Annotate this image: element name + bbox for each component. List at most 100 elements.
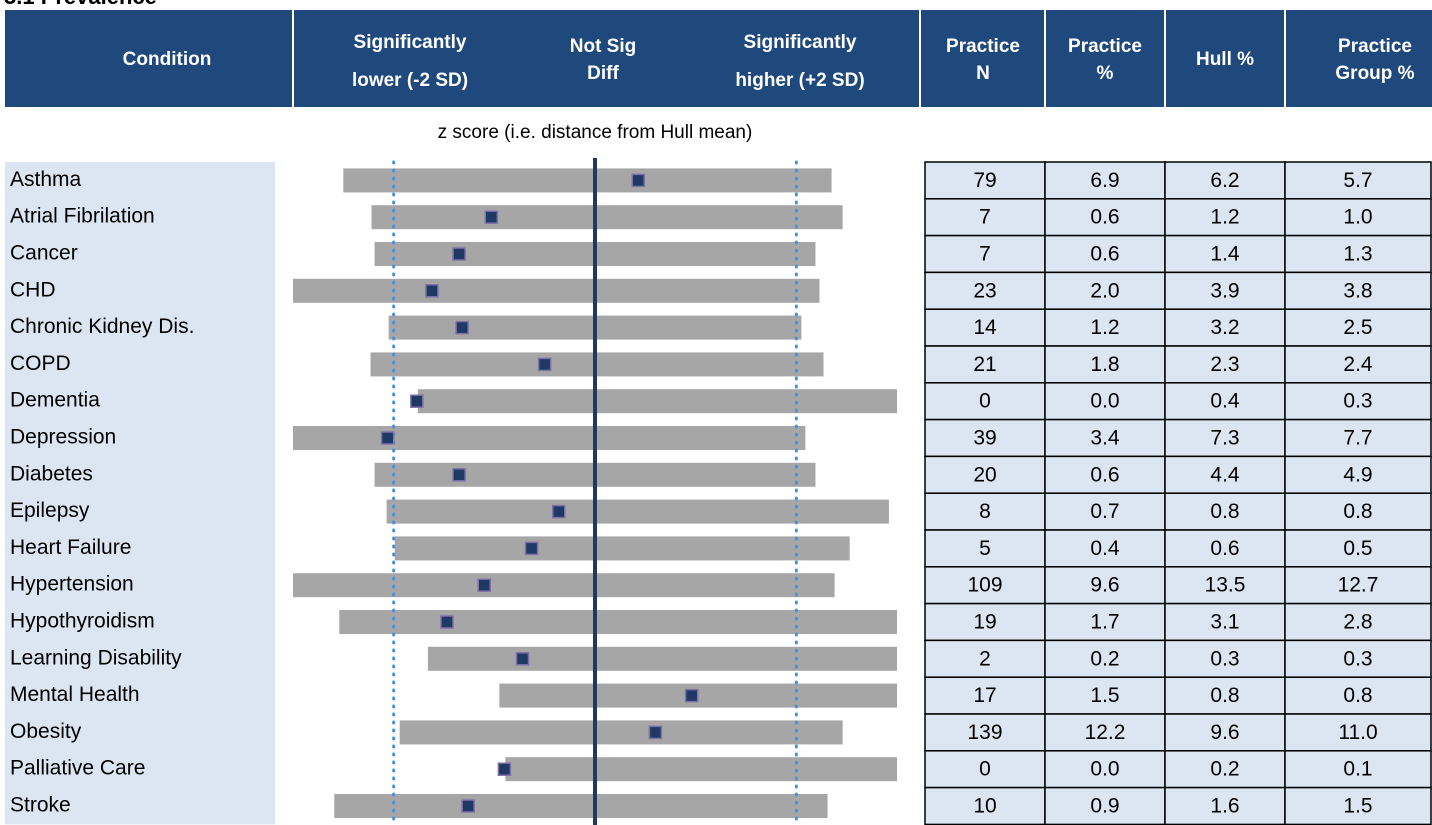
table-value: 2.5 bbox=[1343, 316, 1372, 339]
table-value: 0.6 bbox=[1090, 463, 1119, 486]
table-value: 0.8 bbox=[1343, 684, 1372, 707]
table-value: 0.8 bbox=[1343, 500, 1372, 523]
table-cell bbox=[1164, 529, 1286, 568]
range-bar bbox=[334, 794, 828, 818]
z-marker bbox=[380, 431, 395, 445]
table-cell bbox=[1284, 750, 1432, 789]
header-label: Hull % bbox=[1196, 49, 1254, 70]
range-bar bbox=[339, 610, 898, 634]
header-band bbox=[5, 10, 1432, 107]
table-cell bbox=[1044, 271, 1166, 310]
range-bar bbox=[293, 278, 820, 303]
header-label: Group % bbox=[1335, 63, 1414, 84]
table-value: 5.7 bbox=[1343, 169, 1372, 192]
table-value: 1.6 bbox=[1210, 795, 1239, 818]
condition-label: Chronic Kidney Dis. bbox=[10, 315, 194, 338]
condition-label: Learning Disability bbox=[10, 646, 182, 669]
table-value: 0.3 bbox=[1343, 647, 1372, 670]
table-cell bbox=[1044, 161, 1166, 200]
section-heading: 3.1 Prevalence bbox=[4, 0, 157, 9]
table-value: 7.7 bbox=[1343, 427, 1372, 450]
range-bar bbox=[427, 646, 897, 671]
table-cell bbox=[1284, 455, 1432, 494]
z-marker bbox=[648, 725, 663, 740]
table-cell bbox=[1284, 676, 1432, 715]
table-value: 1.8 bbox=[1090, 353, 1119, 376]
table-cell bbox=[924, 566, 1046, 605]
table-cell bbox=[1284, 713, 1432, 752]
z-marker bbox=[537, 357, 552, 372]
table-value: 8 bbox=[979, 500, 991, 523]
condition-label: Depression bbox=[10, 426, 116, 449]
table-value: 1.2 bbox=[1090, 316, 1119, 339]
z-marker bbox=[497, 762, 512, 776]
table-value: 2.8 bbox=[1343, 611, 1372, 634]
condition-label: Atrial Fibrilation bbox=[10, 205, 155, 228]
table-value: 4.4 bbox=[1210, 463, 1240, 486]
table-cell bbox=[1044, 786, 1166, 825]
table-value: 3.2 bbox=[1210, 316, 1239, 339]
table-value: 3.4 bbox=[1090, 427, 1120, 450]
range-bar bbox=[293, 426, 806, 450]
table-value: 1.4 bbox=[1210, 243, 1240, 266]
header-label: Condition bbox=[123, 49, 212, 70]
table-value: 0.4 bbox=[1210, 390, 1240, 413]
z-marker bbox=[684, 688, 699, 703]
table-cell bbox=[1284, 639, 1432, 678]
table-value: 0.2 bbox=[1090, 647, 1119, 670]
table-cell bbox=[924, 529, 1046, 568]
table-cell bbox=[924, 639, 1046, 678]
table-value: 9.6 bbox=[1210, 721, 1239, 744]
range-bar bbox=[399, 720, 843, 745]
table-value: 6.9 bbox=[1090, 169, 1119, 192]
table-cell bbox=[1284, 529, 1432, 568]
table-value: 1.5 bbox=[1343, 795, 1372, 818]
table-cell bbox=[1284, 382, 1432, 421]
table-value: 12.2 bbox=[1085, 721, 1126, 744]
table-value: 20 bbox=[973, 463, 996, 486]
table-value: 0.6 bbox=[1090, 206, 1119, 229]
z-marker bbox=[410, 394, 424, 408]
chart-subtitle: z score (i.e. distance from Hull mean) bbox=[438, 122, 753, 143]
table-value: 2.3 bbox=[1210, 353, 1239, 376]
table-cell bbox=[1164, 455, 1286, 494]
table-value: 0.0 bbox=[1090, 758, 1119, 781]
range-bar bbox=[370, 352, 824, 377]
z-marker bbox=[455, 320, 469, 335]
label-column bbox=[5, 162, 275, 825]
table-cell bbox=[1284, 418, 1432, 458]
header-label: Not Sig bbox=[570, 36, 637, 57]
table-cell bbox=[924, 602, 1046, 642]
z-marker bbox=[484, 210, 499, 224]
table-cell bbox=[1284, 271, 1432, 310]
table-value: 1.5 bbox=[1090, 684, 1119, 707]
table-value: 1.7 bbox=[1090, 611, 1119, 634]
condition-label: COPD bbox=[10, 352, 71, 375]
z-marker bbox=[515, 652, 530, 666]
table-cell bbox=[1164, 271, 1286, 310]
z-marker bbox=[452, 247, 466, 261]
table-cell bbox=[1164, 161, 1286, 200]
table-cell bbox=[1044, 639, 1166, 678]
table-cell bbox=[1164, 418, 1286, 458]
table-value: 139 bbox=[967, 721, 1002, 744]
table-value: 2.0 bbox=[1090, 279, 1119, 302]
table-value: 4.9 bbox=[1343, 463, 1372, 486]
table-value: 12.7 bbox=[1338, 574, 1379, 597]
table-cell bbox=[1044, 345, 1166, 384]
z-marker bbox=[452, 468, 466, 482]
table-value: 0.8 bbox=[1210, 500, 1239, 523]
z-marker bbox=[477, 578, 492, 592]
condition-label: CHD bbox=[10, 278, 56, 301]
range-bar bbox=[394, 536, 850, 561]
table-value: 0 bbox=[979, 390, 991, 413]
range-bar bbox=[343, 168, 832, 193]
table-value: 0.0 bbox=[1090, 390, 1119, 413]
table-value: 39 bbox=[973, 427, 996, 450]
table-cell bbox=[1164, 566, 1286, 605]
table-value: 3.8 bbox=[1343, 279, 1372, 302]
condition-label: Heart Failure bbox=[10, 536, 131, 559]
table-value: 0.1 bbox=[1343, 758, 1372, 781]
table-value: 0 bbox=[979, 758, 991, 781]
table-value: 1.2 bbox=[1210, 206, 1239, 229]
